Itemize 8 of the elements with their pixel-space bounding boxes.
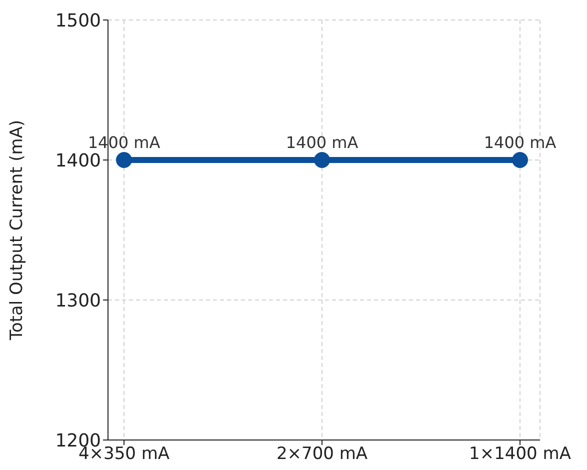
y-axis-title: Total Output Current (mA) [7,120,28,342]
x-tick-label: 1×1400 mA [469,444,572,464]
x-tick-label: 2×700 mA [276,444,368,464]
data-label: 1400 mA [484,133,556,152]
y-tick-label: 1400 [55,150,101,172]
data-label: 1400 mA [286,133,358,152]
y-tick-label: 1500 [55,10,101,32]
y-tick-label: 1300 [55,290,101,312]
